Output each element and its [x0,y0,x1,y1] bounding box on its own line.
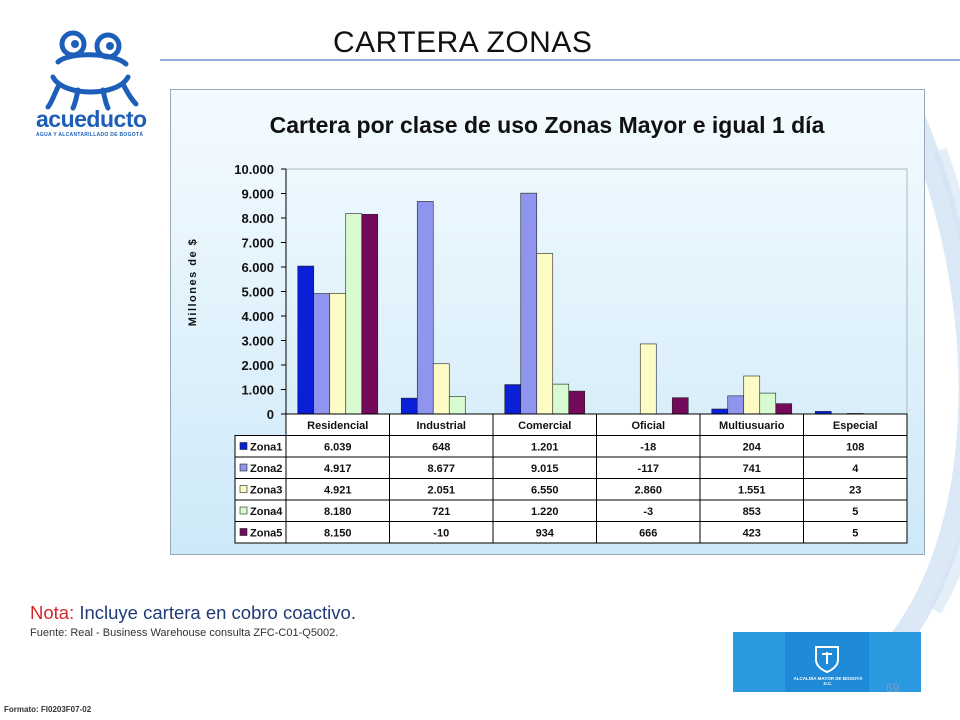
bar-zona1-comercial [504,384,522,415]
table-cell-value: -3 [643,506,653,518]
format-code: Formato: FI0203F07-02 [4,705,92,714]
table-cell-value: 853 [743,506,761,518]
logo-tagline: AGUA Y ALCANTARILLADO DE BOGOTÁ [36,132,144,138]
table-cell-value: 4.921 [324,485,352,497]
note: Nota: Incluye cartera en cobro coactivo. [30,602,356,624]
x-category-label: Residencial [307,420,368,432]
y-tick-label: 3.000 [241,334,274,349]
bar-zona4-multiusuario [759,392,777,415]
table-cell-value: 8.180 [324,506,352,518]
y-tick-label: 0 [267,407,274,422]
x-category-label: Oficial [631,420,665,432]
table-cell-value: 1.551 [738,485,766,497]
legend-label: Zona5 [250,528,282,540]
bar-zona3-industrial [432,363,450,415]
table-cell-value: 4 [852,463,859,475]
table-cell-value: 721 [432,506,450,518]
table-cell-value: 666 [639,528,657,540]
table-cell-value: 6.039 [324,442,352,454]
legend-swatch-zona2 [239,463,248,472]
table-cell-value: 648 [432,442,450,454]
y-tick-label: 10.000 [234,162,274,177]
table-cell-value: 423 [743,528,761,540]
alcaldia-badge: ALCALDÍA MAYOR DE BOGOTÁ D.C. [733,632,921,692]
table-cell-value: -117 [638,463,659,475]
chart-svg: Cartera por clase de uso Zonas Mayor e i… [171,90,924,554]
table-cell-value: 6.550 [531,485,559,497]
chart-panel: Cartera por clase de uso Zonas Mayor e i… [170,89,925,555]
bar-zona1-industrial [400,397,418,415]
y-tick-label: 8.000 [241,211,274,226]
bar-zona5-residencial [361,214,379,415]
table-cell-value: 2.051 [427,485,455,497]
table-cell-value: 8.677 [427,463,455,475]
legend-swatch-zona4 [239,506,248,515]
logo-wordmark: acueducto [36,106,147,132]
table-cell-value: 1.220 [531,506,559,518]
table-cell-value: -10 [433,528,449,540]
bogota-shield-icon [815,646,839,674]
bar-zona2-industrial [416,201,434,415]
legend-swatch-zona3 [239,485,248,493]
bar-zona3-comercial [536,253,554,415]
bar-zona4-residencial [345,213,363,415]
table-cell-value: 8.150 [324,528,352,540]
x-category-label: Especial [833,420,878,432]
bar-zona4-industrial [448,396,466,415]
x-category-label: Industrial [416,420,466,432]
acueducto-frog-logo [45,30,139,111]
x-category-label: Comercial [518,420,571,432]
legend-swatch-zona1 [239,442,248,450]
legend-label: Zona3 [250,485,282,497]
table-cell-value: 9.015 [531,463,559,475]
note-prefix: Nota: [30,602,75,623]
bar-zona5-comercial [568,390,586,415]
bar-zona2-residencial [313,293,331,415]
table-cell-value: 4.917 [324,463,352,475]
y-tick-label: 1.000 [241,383,274,398]
y-tick-label: 2.000 [241,358,274,373]
bar-zona4-comercial [552,383,570,415]
y-tick-label: 6.000 [241,260,274,275]
legend-label: Zona1 [250,442,282,454]
source-text: Fuente: Real - Business Warehouse consul… [30,627,339,639]
table-cell-value: 741 [743,463,761,475]
y-tick-label: 7.000 [241,236,274,251]
table-cell-value: 2.860 [634,485,662,497]
y-axis-label: Millones de $ [187,238,199,327]
table-cell-value: 1.201 [531,442,559,454]
table-cell-value: 934 [536,528,555,540]
bar-zona1-multiusuario [711,408,729,415]
table-cell-value: 204 [743,442,762,454]
table-cell-value: 5 [852,506,858,518]
table-cell-value: 108 [846,442,864,454]
alcaldia-label: ALCALDÍA MAYOR DE BOGOTÁ D.C. [793,676,863,686]
legend-swatch-zona5 [239,528,248,536]
bar-zona5-oficial [671,397,689,415]
bar-zona3-residencial [329,293,347,415]
legend-label: Zona4 [250,506,283,518]
bar-zona2-multiusuario [727,395,745,415]
bar-zona3-oficial [639,343,657,415]
bar-zona1-residencial [297,265,315,415]
chart-title: Cartera por clase de uso Zonas Mayor e i… [270,112,825,138]
y-tick-label: 5.000 [241,285,274,300]
table-cell-value: 5 [852,528,858,540]
y-tick-label: 9.000 [241,187,274,202]
bar-zona2-comercial [520,192,538,415]
legend-label: Zona2 [250,463,282,475]
table-row-zona5 [234,521,908,544]
x-category-label: Multiusuario [719,420,785,432]
slide-title: CARTERA ZONAS [333,26,593,59]
table-cell-value: 23 [849,485,861,497]
bar-zona5-multiusuario [775,403,793,415]
bar-zona3-multiusuario [743,375,761,415]
table-cell-value: -18 [640,442,656,454]
y-tick-label: 4.000 [241,309,274,324]
page-number: 69 [886,681,900,695]
note-text: Incluye cartera en cobro coactivo. [74,602,356,623]
